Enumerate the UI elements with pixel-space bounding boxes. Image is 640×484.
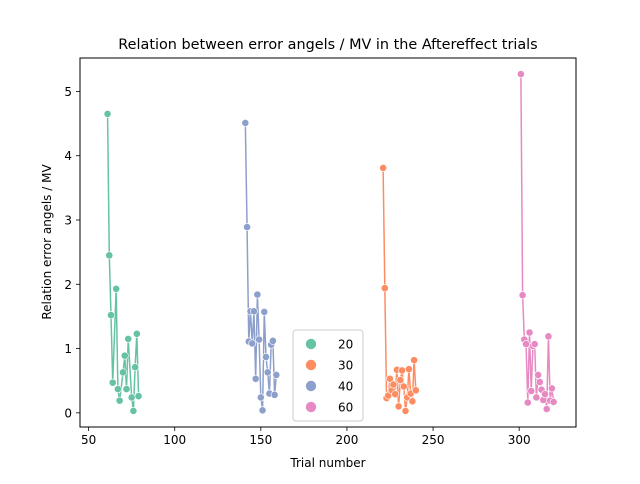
data-point bbox=[411, 386, 420, 395]
data-point bbox=[251, 374, 260, 383]
y-ticks: 0 1 2 3 4 5 bbox=[64, 85, 80, 420]
x-tick-label: 300 bbox=[508, 433, 531, 447]
data-point bbox=[262, 353, 270, 361]
data-point bbox=[258, 406, 267, 415]
data-point bbox=[396, 376, 405, 384]
x-tick-label: 250 bbox=[422, 433, 445, 447]
data-point bbox=[534, 371, 543, 379]
data-point bbox=[127, 393, 136, 402]
x-axis-label: Trial number bbox=[289, 456, 365, 470]
x-tick-label: 150 bbox=[249, 433, 272, 447]
y-tick-label: 3 bbox=[64, 214, 72, 228]
data-point bbox=[103, 110, 112, 118]
x-tick-label: 50 bbox=[81, 433, 96, 447]
data-point bbox=[549, 398, 558, 406]
data-point bbox=[386, 374, 394, 383]
data-point bbox=[241, 119, 250, 127]
y-tick-label: 4 bbox=[64, 149, 72, 163]
data-point bbox=[132, 329, 141, 338]
y-axis-label: Relation error angels / MV bbox=[40, 164, 54, 320]
legend-label-40: 40 bbox=[338, 380, 353, 394]
data-point bbox=[119, 368, 127, 377]
y-tick-label: 2 bbox=[64, 278, 72, 292]
data-point bbox=[405, 365, 413, 374]
data-point bbox=[389, 380, 398, 389]
series-40 bbox=[241, 119, 281, 415]
data-point bbox=[260, 308, 269, 316]
data-point bbox=[272, 371, 281, 379]
data-point bbox=[243, 223, 251, 231]
data-point bbox=[410, 356, 419, 365]
data-point bbox=[394, 402, 403, 411]
data-point bbox=[115, 396, 124, 405]
legend-label-30: 30 bbox=[338, 359, 353, 373]
legend-label-20: 20 bbox=[338, 338, 353, 352]
data-point bbox=[525, 328, 534, 337]
x-tick-label: 200 bbox=[335, 433, 358, 447]
data-point bbox=[112, 284, 121, 293]
legend-marker-40 bbox=[305, 380, 317, 392]
data-point bbox=[256, 393, 265, 402]
data-point bbox=[542, 405, 551, 413]
x-tick-label: 100 bbox=[163, 433, 186, 447]
series-line-60 bbox=[520, 74, 555, 410]
legend: 20 30 40 60 bbox=[292, 329, 364, 422]
legend-marker-30 bbox=[305, 359, 317, 371]
data-point bbox=[408, 397, 417, 406]
data-point bbox=[530, 340, 539, 348]
data-point bbox=[535, 378, 544, 386]
data-point bbox=[131, 363, 140, 372]
series-20 bbox=[103, 110, 143, 415]
data-point bbox=[379, 164, 388, 172]
y-tick-label: 1 bbox=[64, 342, 72, 356]
data-point bbox=[399, 382, 408, 391]
data-point bbox=[105, 251, 114, 260]
data-point bbox=[522, 340, 530, 348]
data-point bbox=[248, 339, 257, 348]
series-layer bbox=[103, 70, 558, 415]
axes-frame bbox=[79, 57, 577, 428]
data-point bbox=[255, 335, 264, 344]
series-line-20 bbox=[106, 113, 140, 412]
y-tick-label: 0 bbox=[64, 406, 72, 420]
data-point bbox=[107, 311, 115, 320]
data-point bbox=[518, 291, 527, 300]
data-point bbox=[250, 307, 258, 316]
data-point bbox=[391, 390, 400, 399]
legend-marker-60 bbox=[305, 401, 317, 413]
chart-title: Relation between error angels / MV in th… bbox=[118, 37, 537, 53]
data-point bbox=[263, 368, 272, 377]
legend-marker-20 bbox=[305, 338, 317, 350]
y-tick-label: 5 bbox=[64, 85, 72, 99]
data-point bbox=[120, 351, 129, 360]
data-point bbox=[398, 366, 406, 375]
data-point bbox=[113, 385, 122, 393]
data-point bbox=[547, 384, 556, 393]
data-point bbox=[122, 385, 131, 393]
data-point bbox=[541, 390, 549, 399]
data-point bbox=[532, 393, 541, 402]
data-point bbox=[544, 332, 553, 341]
data-point bbox=[527, 387, 536, 395]
data-point bbox=[129, 407, 138, 415]
data-point bbox=[523, 398, 532, 407]
data-point bbox=[268, 336, 277, 345]
data-point bbox=[516, 70, 525, 78]
legend-box bbox=[292, 329, 364, 422]
data-point bbox=[108, 378, 117, 387]
legend-label-60: 60 bbox=[338, 401, 353, 415]
data-point bbox=[401, 407, 410, 415]
data-point bbox=[253, 290, 262, 299]
data-point bbox=[124, 335, 133, 343]
x-ticks: 50 100 150 200 250 300 bbox=[81, 427, 531, 447]
series-60 bbox=[516, 70, 558, 413]
data-point bbox=[380, 284, 389, 293]
legend-items: 20 30 40 60 bbox=[305, 338, 353, 415]
data-point bbox=[134, 392, 143, 401]
series-30 bbox=[379, 164, 420, 415]
data-point bbox=[270, 390, 279, 399]
